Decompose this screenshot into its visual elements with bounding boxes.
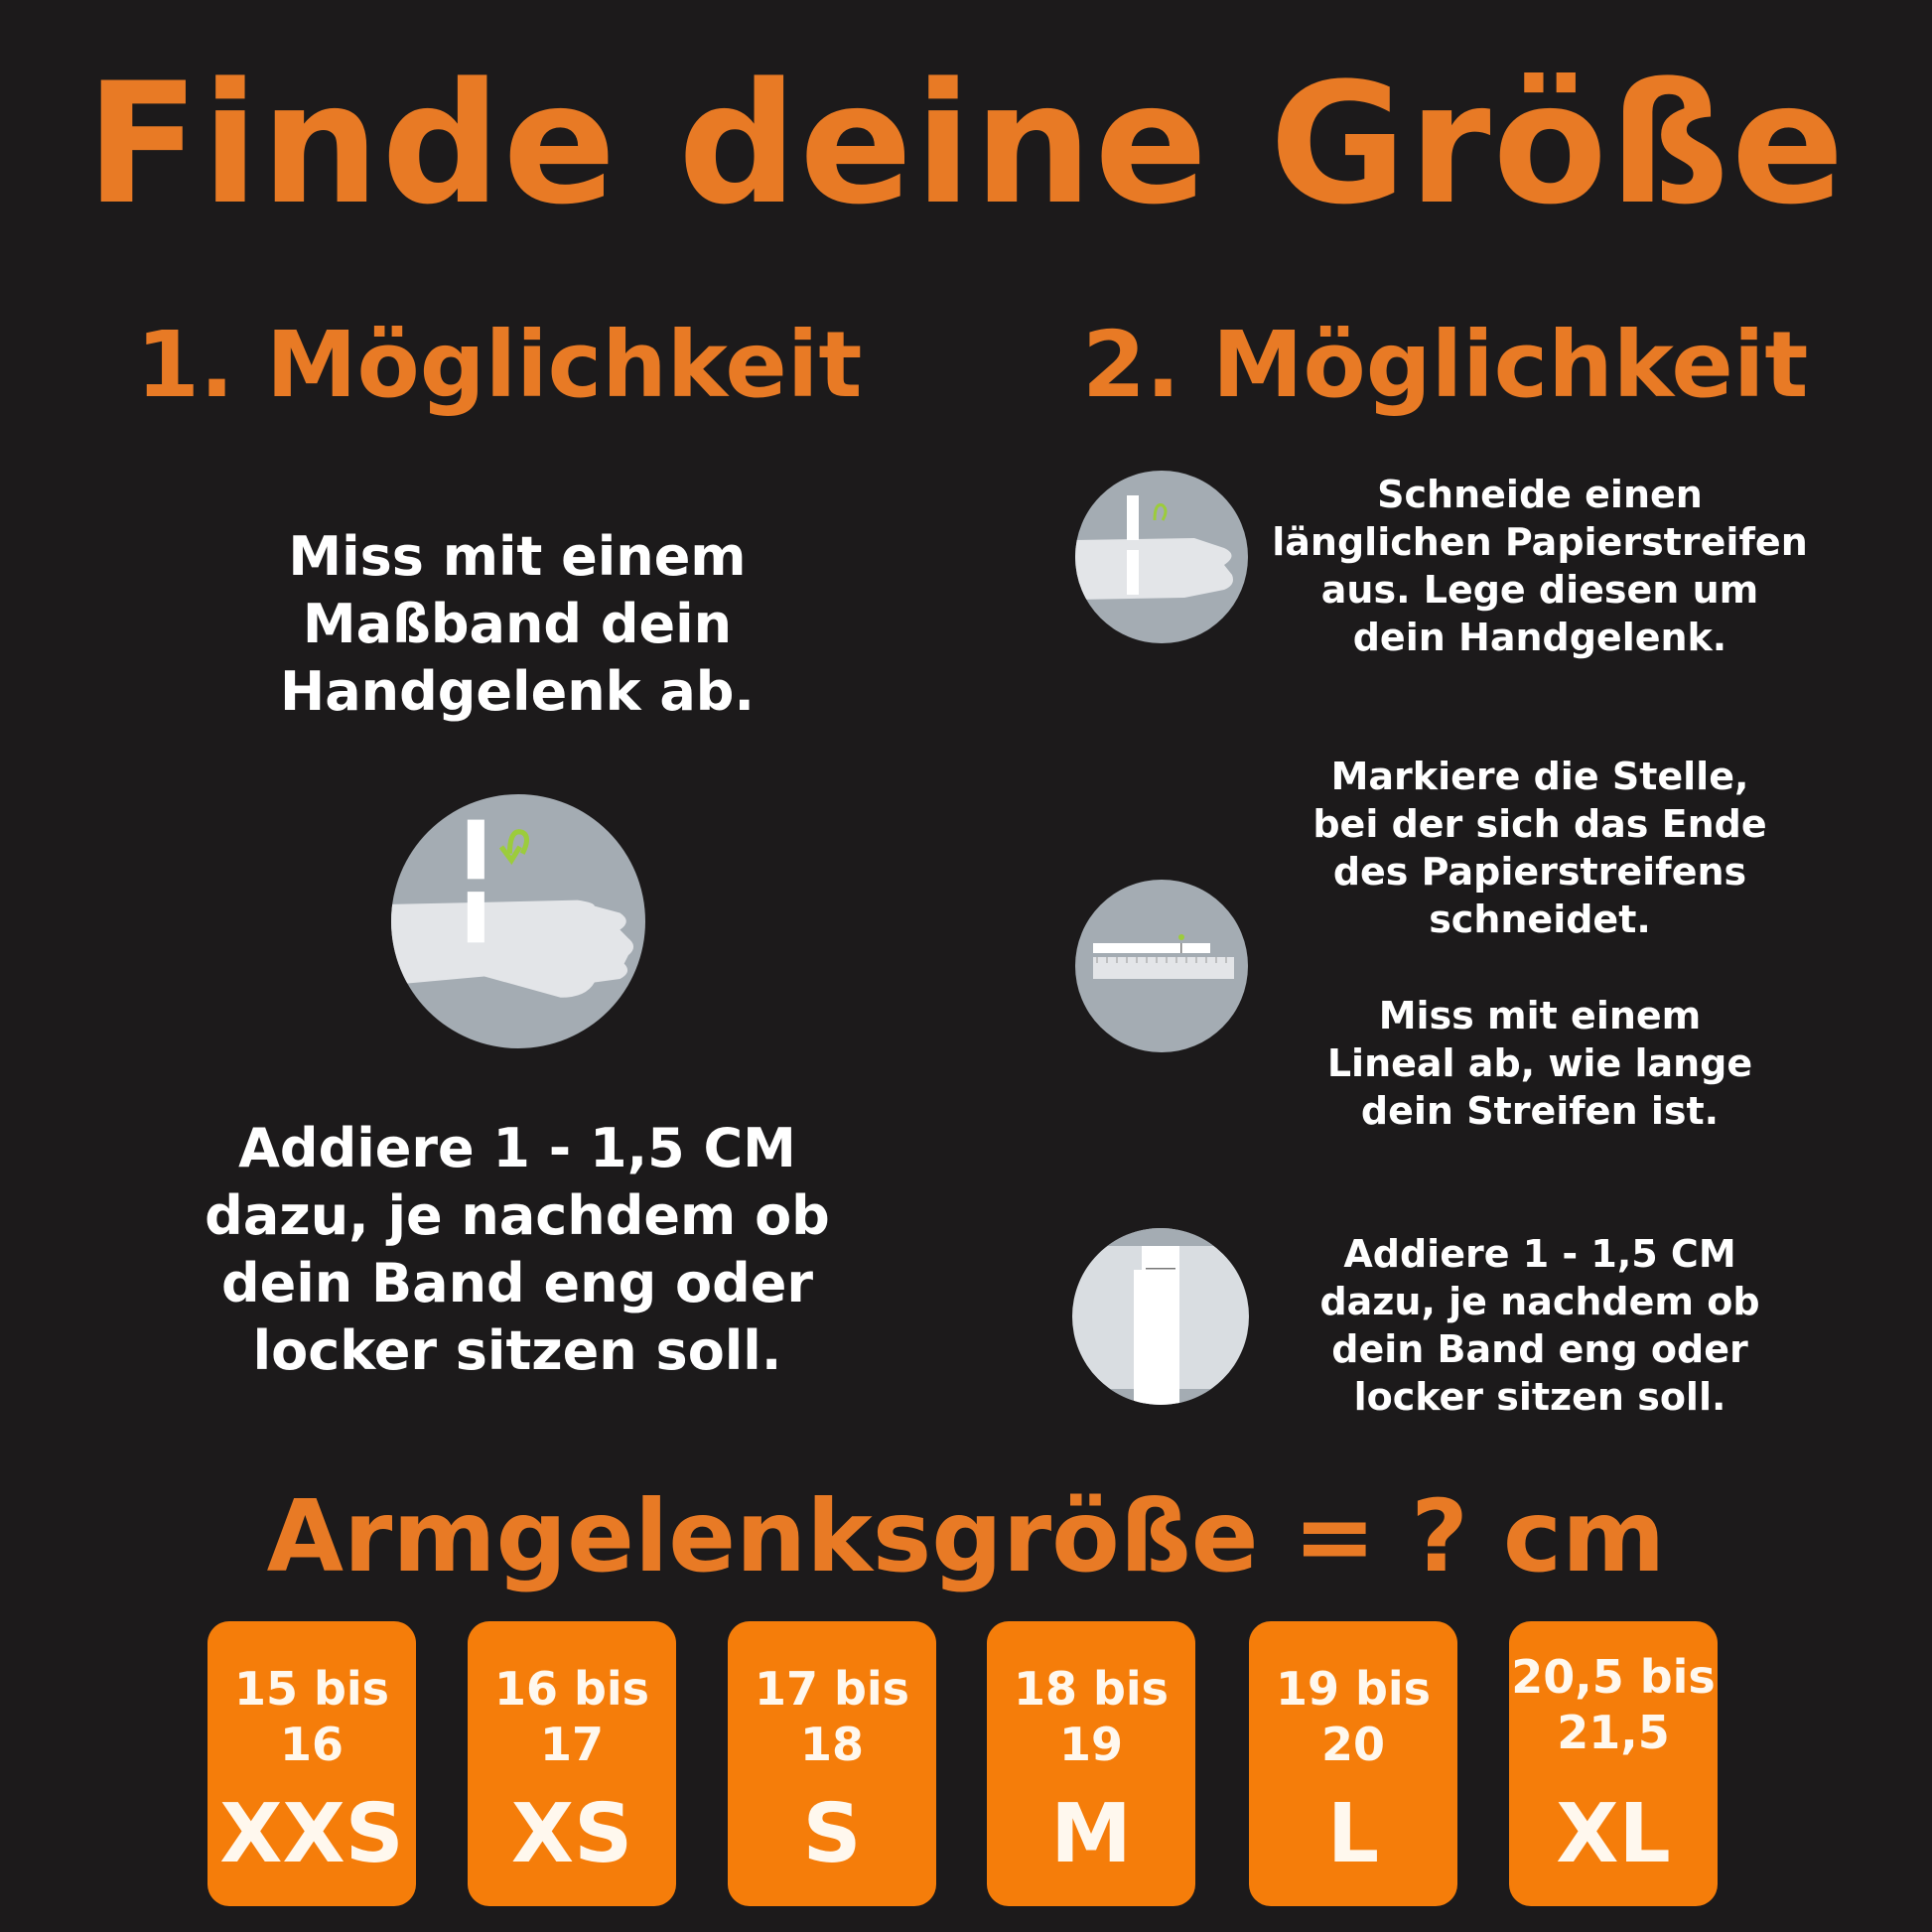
strip-closeup-icon xyxy=(1072,1228,1249,1405)
option1-step1: Miss mit einem Maßband dein Handgelenk a… xyxy=(280,525,755,723)
size-card-m: 18 bis 19 M xyxy=(987,1621,1195,1906)
size-card-xxs: 15 bis 16 XXS xyxy=(207,1621,416,1906)
size-label: XS xyxy=(510,1787,633,1881)
ruler-icon xyxy=(1075,880,1248,1052)
size-label: L xyxy=(1326,1787,1380,1881)
option1-heading: 1. Möglichkeit xyxy=(136,312,863,418)
option2-step4: Addiere 1 - 1,5 CM dazu, je nachdem ob d… xyxy=(1319,1232,1760,1419)
size-label: XXS xyxy=(219,1787,404,1881)
size-range: 19 bis 20 xyxy=(1275,1662,1432,1771)
option1-step2: Addiere 1 - 1,5 CM dazu, je nachdem ob d… xyxy=(205,1117,830,1382)
size-range: 15 bis 16 xyxy=(233,1662,390,1771)
size-card-s: 17 bis 18 S xyxy=(728,1621,936,1906)
size-card-xs: 16 bis 17 XS xyxy=(468,1621,676,1906)
size-range: 17 bis 18 xyxy=(754,1662,910,1771)
size-range: 20,5 bis 21,5 xyxy=(1511,1650,1716,1759)
size-label: M xyxy=(1050,1787,1132,1881)
option2-step2: Markiere die Stelle, bei der sich das En… xyxy=(1312,755,1767,941)
option2-step1: Schneide einen länglichen Papierstreifen… xyxy=(1272,473,1808,659)
size-label: S xyxy=(802,1787,862,1881)
wrist-measure-icon xyxy=(391,794,645,1048)
wrist-size-formula: Armgelenksgröße = ? cm xyxy=(266,1478,1666,1594)
size-range: 18 bis 19 xyxy=(1013,1662,1170,1771)
size-range: 16 bis 17 xyxy=(493,1662,650,1771)
option2-heading: 2. Möglichkeit xyxy=(1082,312,1809,418)
size-label: XL xyxy=(1556,1787,1671,1881)
size-card-xl: 20,5 bis 21,5 XL xyxy=(1509,1621,1718,1906)
paper-strip-wrist-icon xyxy=(1075,471,1248,643)
page-title: Finde deine Größe xyxy=(85,47,1847,241)
option2-step3: Miss mit einem Lineal ab, wie lange dein… xyxy=(1326,994,1753,1133)
size-card-l: 19 bis 20 L xyxy=(1249,1621,1457,1906)
